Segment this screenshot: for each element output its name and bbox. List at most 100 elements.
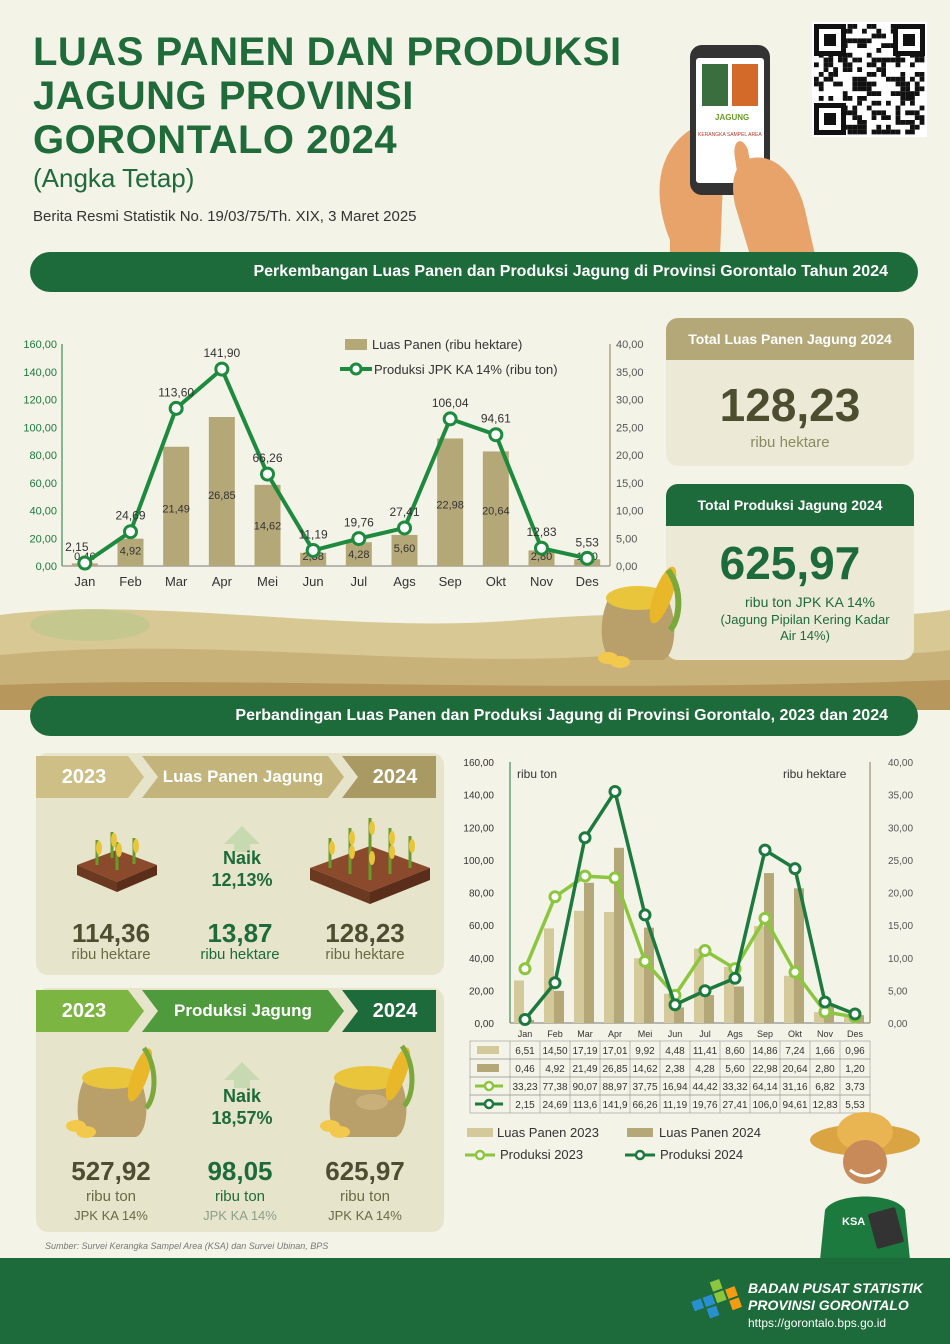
point-produksi-2023	[758, 911, 772, 925]
area-diff-unit: ribu hektare	[200, 946, 280, 963]
qr-module	[828, 72, 834, 77]
left-tick-label: 80,00	[469, 889, 494, 900]
qr-module	[919, 76, 925, 82]
qr-code[interactable]	[812, 22, 927, 137]
small-field-icon	[77, 832, 157, 892]
qr-module	[814, 76, 819, 82]
qr-module	[852, 81, 858, 87]
qr-finder-core	[824, 34, 836, 46]
table-cell: 31,16	[782, 1082, 807, 1093]
qr-module	[857, 43, 862, 48]
qr-module	[857, 115, 862, 120]
table-cell: 26,85	[602, 1064, 627, 1075]
x-tick-label: Apr	[212, 574, 233, 589]
qr-module	[910, 62, 915, 68]
phone-illustration: JAGUNG KERANGKA SAMPEL AREA	[659, 45, 815, 255]
qr-module	[871, 62, 877, 68]
qr-module	[919, 86, 925, 92]
point-produksi-2023	[518, 962, 532, 976]
table-cell: 5,53	[845, 1100, 865, 1111]
prod-label: Produksi Jagung	[174, 1001, 312, 1020]
point-value-label: 27,41	[389, 505, 419, 519]
qr-module	[866, 52, 872, 58]
x-tick-label: Feb	[547, 1029, 563, 1039]
bar-value-label: 4,92	[120, 546, 141, 558]
table-cell: 77,38	[542, 1082, 567, 1093]
qr-module	[814, 62, 819, 68]
left-tick-label: 140,00	[23, 367, 57, 379]
x-tick-label: Jan	[518, 1029, 533, 1039]
left-tick-label: 20,00	[469, 986, 494, 997]
qr-module	[833, 81, 838, 87]
right-tick-label: 5,00	[888, 986, 908, 997]
qr-module	[914, 81, 920, 87]
qr-module	[847, 28, 853, 34]
point-produksi	[351, 531, 367, 547]
x-tick-label: Okt	[486, 574, 507, 589]
right-tick-label: 30,00	[616, 395, 644, 407]
qr-module	[881, 62, 886, 68]
page-subtitle: (Angka Tetap)	[33, 163, 195, 193]
qr-module	[847, 96, 853, 101]
qr-module	[900, 72, 906, 77]
bar-luas-panen-2024	[704, 995, 714, 1023]
table-cell: 17,19	[572, 1046, 597, 1057]
right-tick-label: 20,00	[616, 450, 644, 462]
x-tick-label: Mar	[165, 574, 188, 589]
bar-value-label: 26,85	[208, 490, 236, 502]
right-tick-label: 30,00	[888, 823, 913, 834]
point-produksi-2024	[788, 862, 802, 876]
table-row	[469, 1094, 871, 1114]
bar-luas-panen-2023	[634, 958, 644, 1023]
bar-luas-panen-2023	[814, 1012, 824, 1023]
bar-luas-panen-2023	[694, 948, 704, 1023]
point-value-label: 141,90	[203, 346, 240, 360]
total-area-label: Total Luas Panen Jagung 2024	[666, 318, 914, 360]
total-production-label: Total Produksi Jagung 2024	[666, 484, 914, 526]
point-produksi-2024	[608, 785, 622, 799]
phone-footer: KERANGKA SAMPEL AREA	[698, 132, 762, 138]
table-cell: 11,19	[663, 1100, 688, 1111]
bar-value-label: 21,49	[162, 503, 190, 515]
table-cell: 9,92	[635, 1046, 655, 1057]
table-cell: 14,62	[632, 1064, 657, 1075]
right-axis-title: ribu hektare	[783, 767, 847, 781]
left-tick-label: 60,00	[469, 921, 494, 932]
qr-module	[862, 120, 867, 125]
phone-caption: JAGUNG	[715, 113, 749, 122]
qr-module	[828, 57, 834, 63]
point-produksi-2024	[848, 1007, 862, 1021]
qr-module	[914, 124, 920, 130]
qr-module	[818, 81, 824, 87]
right-tick-label: 20,00	[888, 889, 913, 900]
qr-module	[895, 91, 901, 96]
qr-module	[862, 86, 867, 92]
qr-module	[900, 120, 906, 125]
point-produksi	[260, 466, 275, 482]
production-chevron-row	[36, 990, 436, 1032]
area-change-label: Naik	[222, 848, 262, 868]
legend-marker-prod-2024	[634, 1149, 646, 1161]
qr-module	[866, 91, 872, 96]
footer-url[interactable]: https://gorontalo.bps.go.id	[748, 1316, 887, 1330]
qr-module	[871, 110, 877, 116]
qr-module	[857, 76, 862, 82]
qr-module	[862, 96, 867, 101]
table-cell: 2,38	[665, 1064, 685, 1075]
left-tick-label: 160,00	[463, 758, 494, 769]
qr-module	[910, 96, 915, 101]
qr-finder-core	[903, 34, 915, 46]
table-cell: 3,73	[845, 1082, 865, 1093]
farmer-badge: KSA	[842, 1216, 865, 1228]
area-up-arrow-icon	[224, 826, 260, 852]
legend-swatch-luas-2024	[627, 1128, 653, 1137]
x-tick-label: Feb	[119, 574, 141, 589]
table-cell: 7,24	[785, 1046, 805, 1057]
qr-module	[914, 91, 920, 96]
qr-module	[895, 110, 901, 116]
qr-module	[910, 100, 915, 106]
bar-value-label: 2,80	[531, 551, 552, 563]
point-produksi-2024	[818, 995, 832, 1009]
area-year-a: 2023	[61, 765, 107, 788]
qr-module	[862, 129, 867, 135]
